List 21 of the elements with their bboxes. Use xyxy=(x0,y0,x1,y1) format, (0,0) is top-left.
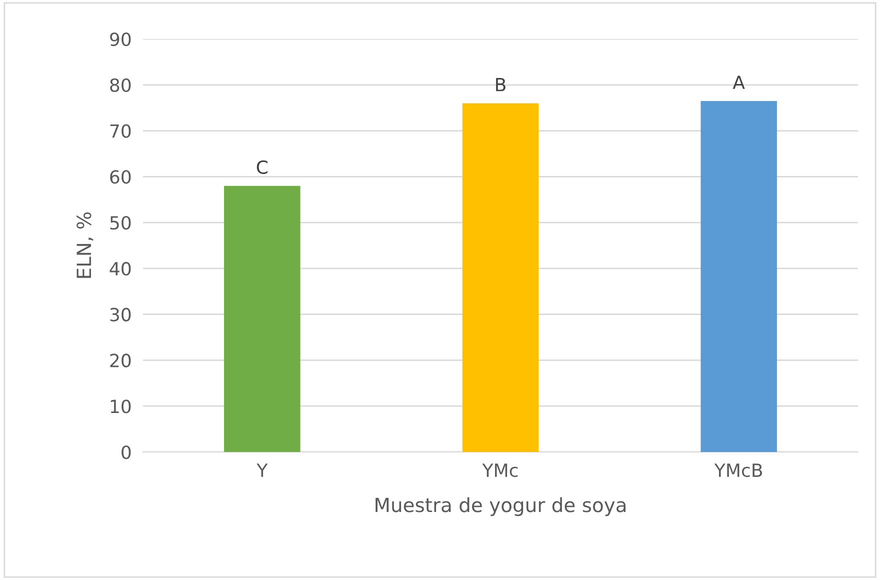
y-tick-label: 20 xyxy=(110,354,131,368)
x-axis-title: Muestra de yogur de soya xyxy=(376,497,626,516)
x-tick-label: YMcB xyxy=(714,464,762,478)
annotation: A xyxy=(732,76,745,89)
bar xyxy=(462,103,539,452)
bar xyxy=(700,100,777,452)
bar xyxy=(224,186,300,452)
y-tick-label: 80 xyxy=(110,78,131,92)
y-tick-label: 30 xyxy=(110,308,131,322)
y-axis-title: ELN, % xyxy=(76,212,94,278)
x-tick-label: Y xyxy=(256,464,268,477)
y-tick-label: 40 xyxy=(110,262,131,276)
y-tick-label: 90 xyxy=(110,32,131,46)
y-tick-label: 60 xyxy=(110,170,131,184)
x-tick-label: YMc xyxy=(482,464,518,478)
y-tick-label: 10 xyxy=(110,400,131,414)
y-tick-label: 0 xyxy=(122,445,131,460)
y-tick-label: 50 xyxy=(110,216,131,230)
y-tick-label: 70 xyxy=(110,124,131,138)
annotation: C xyxy=(256,160,268,174)
annotation: B xyxy=(496,78,506,92)
